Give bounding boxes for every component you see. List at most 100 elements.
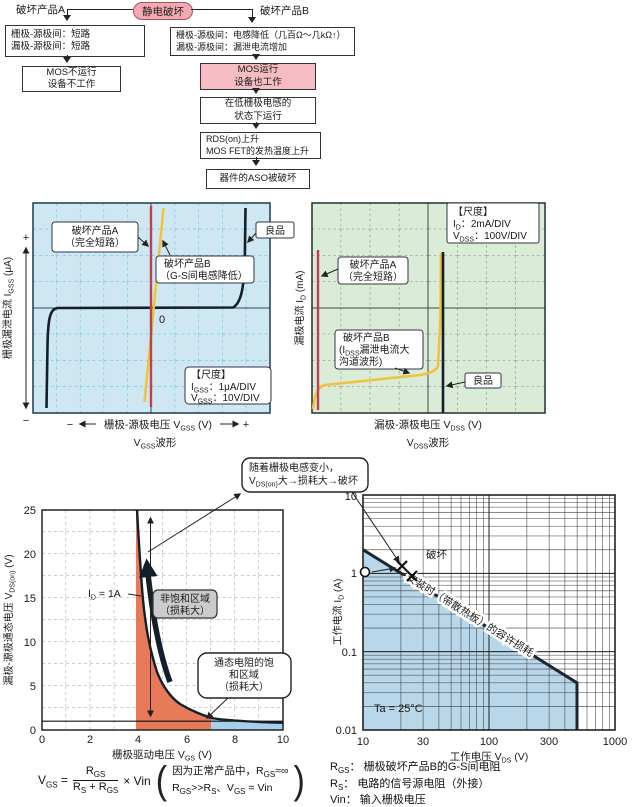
vgs-region2-label: 通态电阻的饱 和区域 （损耗大） [197,652,292,719]
svg-text:1: 1 [351,568,357,580]
soa-circle-marker [359,566,371,578]
svg-text:（完全短路）: （完全短路） [343,270,403,283]
formula-times: × Vin [123,773,151,788]
b-box-lowgate-line1: 在低栅极电感的 [224,98,292,110]
svg-text:10: 10 [277,734,289,746]
vgss-zero-label: 0 [159,314,165,326]
svg-text:0.01: 0.01 [336,725,357,737]
vdss-caption: VDSS波形 [407,436,450,451]
vgss-scope-chart: 0 破坏产品A （完全短路） 良品 破坏产品B （G-S间电感降低） 【尺度】 … [1,202,295,451]
vgs-chart: ID = 1A 非饱和区域 （损耗大） 通态电阻的饱 和区域 （损耗大） 25 … [2,505,292,763]
svg-text:10: 10 [24,637,36,649]
svg-text:−: − [23,415,29,427]
formula-lhs: VGS = [38,772,68,790]
callout-leader-left [147,493,242,553]
arrow-b3-b4 [252,122,261,129]
vgs-y-ticks: 25 20 15 10 5 0 [24,505,36,737]
vgss-label-good: 良品 [247,221,295,244]
soa-y-axis-label: 工作电流 ID (A) [331,579,346,646]
svg-text:良品: 良品 [265,224,285,237]
svg-text:300: 300 [540,736,558,748]
arrow-to-b1 [248,9,257,23]
bottom-charts: ID = 1A 非饱和区域 （损耗大） 通态电阻的饱 和区域 （损耗大） 25 … [2,457,627,765]
b-box-heat: RDS(on)上升 MOS FET的发热温度上升 [200,132,321,159]
svg-text:0: 0 [30,725,36,737]
gate-voltage-formula: VGS = RGS RS + RGS × Vin ( 因为正常产品中，RGS≈∞… [38,759,305,803]
soa-limit-line [362,548,579,730]
vdss-curve-product-b [311,252,443,410]
b-box-degrade-line2: 漏极-源极间：漏泄电流增加 [176,41,287,52]
vdss-label-product-a: 破坏产品A （完全短路） [320,256,409,285]
b-box-aso: 器件的ASO被破坏 [206,169,310,189]
svg-text:通态电阻的饱: 通态电阻的饱 [214,656,274,669]
formula-note: 因为正常产品中，RGS≈∞ RGS>>RS、VGS = Vin [172,764,288,798]
svg-text:100: 100 [480,736,498,748]
svg-text:0.1: 0.1 [342,647,357,659]
vdss-scale-box: 【尺度】 ID：2mA/DIV VDSS：100V/DIV [446,202,540,244]
symbol-definitions: RGS： 栅极破坏产品B的G-S间电阻 RS： 电路的信号源电阻（外接） Vin… [330,760,635,807]
vgss-border [32,202,271,414]
b-box-running-line2: 设备也工作 [234,76,282,88]
vgs-x-ticks: 0 2 4 6 8 10 [39,734,289,746]
soa-border [362,494,616,731]
a-box-short-line2: 漏极-源极间：短路 [11,41,91,52]
b-box-lowgate: 在低栅极电感的 状态下运行 [200,97,316,124]
vgs-region1-label: 非饱和区域 （损耗大） [152,589,218,619]
product-a-label: 破坏产品A [16,4,66,16]
svg-text:（完全短路）: （完全短路） [65,236,125,249]
connector-left [68,9,133,10]
a-box-result-line2: 设备不工作 [47,79,96,90]
svg-text:【尺度】: 【尺度】 [453,205,493,218]
svg-text:沟道波形): 沟道波形) [339,355,382,368]
b-box-running: MOS运行 设备也工作 [200,63,316,90]
svg-text:破坏产品B: 破坏产品B [164,257,211,270]
product-b-label: 破坏产品B [260,5,310,17]
svg-text:(IDSS漏泄电流大: (IDSS漏泄电流大 [339,343,410,358]
esd-title-box: 静电破坏 [133,2,193,20]
svg-text:10: 10 [345,491,357,503]
callout: 随着栅极电感变小， VDS(on)大→损耗大→破坏 [147,457,400,564]
arrow-b1-b2 [252,53,261,60]
soa-x-axis-label: 工作电压 VDS (V) [450,750,529,765]
svg-text:ID：2mA/DIV: ID：2mA/DIV [453,219,511,232]
svg-text:栅极-源极电压 VGSS (V): 栅极-源极电压 VGSS (V) [104,418,212,433]
arrow-to-a1 [63,9,72,21]
vgss-x-axis-label: − 栅极-源极电压 VGSS (V) + VGSS波形 [67,418,249,451]
soa-y-ticks: 10 1 0.1 0.01 [336,491,357,737]
svg-text:【尺度】: 【尺度】 [191,368,231,381]
soa-ta-label: Ta = 25°C [374,703,423,715]
b-box-heat-line1: RDS(on)上升 [206,133,260,144]
soa-break-label: 破坏 [426,548,447,561]
svg-text:5: 5 [30,681,36,693]
svg-text:（损耗大）: （损耗大） [219,680,269,693]
b-box-lowgate-line2: 状态下运行 [234,110,282,122]
svg-text:破坏产品A: 破坏产品A [350,258,397,271]
formula-fraction: RGS RS + RGS [72,765,119,796]
svg-text:漏极电流 ID (mA): 漏极电流 ID (mA) [293,270,308,345]
vgs-x-axis-label: 栅极驱动电压 VGS (V) [112,748,212,763]
svg-text:VGSS：10V/DIV: VGSS：10V/DIV [191,393,260,406]
svg-text:破坏产品A: 破坏产品A [72,224,119,237]
soa-cross-markers [396,560,418,582]
vgss-scale-box: 【尺度】 IGSS：1μA/DIV VGSS：10V/DIV [184,366,272,406]
vdss-label-good: 良品 [445,372,502,389]
vgss-caption: VGSS波形 [134,436,177,451]
soa-x-ticks: 10 30 100 300 1000 [357,736,627,748]
vgs-id-label: ID = 1A [88,588,121,602]
vgss-curve-product-b [143,207,165,403]
vdss-y-axis-label: 漏极电流 ID (mA) [293,270,308,345]
esd-title: 静电破坏 [142,5,184,18]
formula-denominator: RS + RGS [72,781,119,796]
svg-text:VDS(on)大→损耗大→破坏: VDS(on)大→损耗大→破坏 [249,474,358,489]
formula-note-line2: RGS>>RS、VGS = Vin [172,781,273,796]
svg-text:+: + [23,232,29,244]
svg-text:VDSS：100V/DIV: VDSS：100V/DIV [453,231,527,244]
svg-text:漏极-源极电压 VDSS (V): 漏极-源极电压 VDSS (V) [374,418,482,433]
svg-text:和区域: 和区域 [229,668,259,681]
svg-text:−: − [67,419,73,431]
svg-text:+: + [243,419,249,431]
connector-right [191,9,253,10]
b-box-heat-line2: MOS FET的发热温度上升 [206,145,309,156]
svg-text:（G-S间电感降低）: （G-S间电感降低） [160,269,248,282]
b-box-running-line1: MOS运行 [237,64,279,76]
